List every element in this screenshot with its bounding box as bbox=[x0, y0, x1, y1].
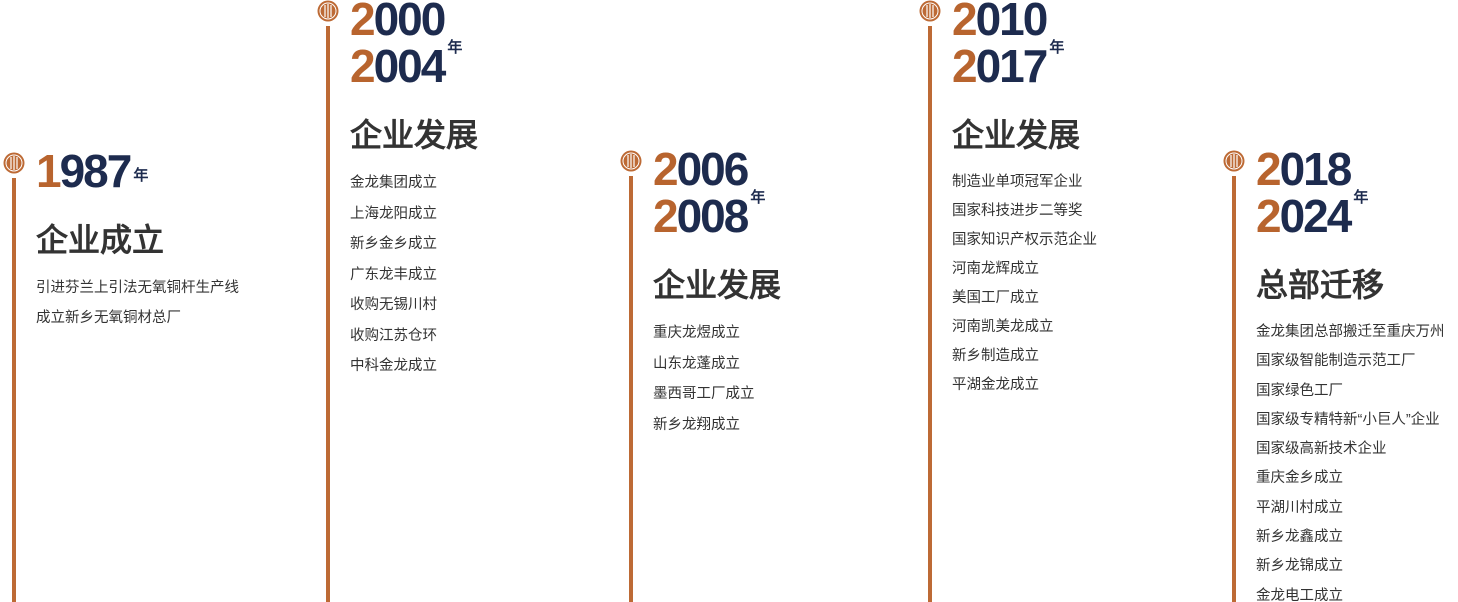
year-row: 2018 2024 年 bbox=[1256, 146, 1445, 240]
item: 金龙电工成立 bbox=[1256, 587, 1343, 602]
years: 1987 bbox=[36, 145, 132, 197]
timeline-icon bbox=[1223, 150, 1245, 172]
timeline-content: 2000 2004 年企业发展金龙集团成立 上海龙阳成立 新乡金乡成立 广东龙丰成立 收购无… bbox=[350, 0, 478, 382]
item: 制造业单项冠军企业 bbox=[952, 174, 1083, 190]
year-row: 2000 2004 年 bbox=[350, 0, 478, 90]
timeline-content: 2006 2008 年企业发展重庆龙煜成立 山东龙蓬成立 墨西哥工厂成立 新乡龙翔成立 bbox=[653, 146, 781, 440]
timeline-icon bbox=[3, 152, 25, 174]
year: 2004 bbox=[350, 40, 446, 92]
years: 2006 2008 bbox=[653, 143, 749, 242]
item: 美国工厂成立 bbox=[952, 290, 1039, 306]
timeline-content: 2010 2017 年企业发展制造业单项冠军企业 国家科技进步二等奖 国家知识产权示范企… bbox=[952, 0, 1097, 400]
year: 2024 bbox=[1256, 190, 1352, 242]
heading: 企业发展 bbox=[653, 267, 782, 303]
item: 引进芬兰上引法无氧铜杆生产线 bbox=[36, 280, 239, 296]
year-row: 2010 2017 年 bbox=[952, 0, 1097, 90]
timeline-line bbox=[326, 26, 330, 602]
timeline-line bbox=[629, 176, 633, 602]
timeline-content: 2018 2024 年总部迁移金龙集团总部搬迁至重庆万州 国家级智能制造示范工厂 国家绿… bbox=[1256, 146, 1445, 602]
item: 墨西哥工厂成立 bbox=[653, 386, 755, 402]
timeline-icon bbox=[317, 0, 339, 22]
item: 国家科技进步二等奖 bbox=[952, 203, 1083, 219]
item: 新乡制造成立 bbox=[952, 348, 1039, 364]
timeline-line bbox=[1232, 176, 1236, 602]
item: 河南凯美龙成立 bbox=[952, 319, 1054, 335]
item: 金龙集团成立 bbox=[350, 175, 437, 191]
item: 平湖川村成立 bbox=[1256, 499, 1343, 516]
item: 平湖金龙成立 bbox=[952, 377, 1039, 393]
year-unit: 年 bbox=[1049, 38, 1065, 56]
year-unit: 年 bbox=[133, 167, 149, 184]
years: 2010 2017 bbox=[952, 0, 1048, 92]
item: 国家绿色工厂 bbox=[1256, 382, 1343, 399]
item: 中科金龙成立 bbox=[350, 358, 437, 374]
years: 2018 2024 bbox=[1256, 143, 1352, 242]
timeline-line bbox=[928, 26, 932, 602]
year-row: 1987 年 bbox=[36, 148, 239, 195]
item: 国家知识产权示范企业 bbox=[952, 232, 1097, 248]
timeline-content: 1987 年企业成立引进芬兰上引法无氧铜杆生产线 成立新乡无氧铜材总厂 bbox=[36, 148, 239, 333]
item: 上海龙阳成立 bbox=[350, 205, 437, 222]
item: 河南龙辉成立 bbox=[952, 261, 1039, 277]
item: 广东龙丰成立 bbox=[350, 266, 437, 283]
item: 国家级高新技术企业 bbox=[1256, 441, 1387, 458]
year-unit: 年 bbox=[750, 188, 766, 206]
item: 重庆龙煜成立 bbox=[653, 325, 740, 341]
year: 2017 bbox=[952, 40, 1048, 92]
heading: 总部迁移 bbox=[1256, 267, 1385, 303]
item: 国家级专精特新“小巨人”企业 bbox=[1256, 411, 1440, 428]
item: 重庆金乡成立 bbox=[1256, 470, 1343, 487]
heading: 企业发展 bbox=[350, 117, 479, 153]
item: 成立新乡无氧铜材总厂 bbox=[36, 310, 181, 326]
heading: 企业成立 bbox=[36, 222, 165, 258]
item: 国家级智能制造示范工厂 bbox=[1256, 353, 1416, 370]
year: 2008 bbox=[653, 190, 749, 242]
item: 新乡金乡成立 bbox=[350, 236, 437, 252]
year: 1987 bbox=[36, 145, 132, 197]
heading: 企业发展 bbox=[952, 117, 1081, 153]
item: 山东龙蓬成立 bbox=[653, 355, 740, 372]
timeline-icon bbox=[620, 150, 642, 172]
year-unit: 年 bbox=[447, 38, 463, 56]
item: 收购无锡川村 bbox=[350, 297, 437, 313]
years: 2000 2004 bbox=[350, 0, 446, 92]
year: 2000 bbox=[350, 0, 446, 45]
timeline-icon bbox=[919, 0, 941, 22]
year: 2010 bbox=[952, 0, 1048, 45]
year: 2018 bbox=[1256, 143, 1352, 195]
timeline-line bbox=[12, 178, 16, 602]
year-row: 2006 2008 年 bbox=[653, 146, 781, 240]
item: 收购江苏仓环 bbox=[350, 327, 437, 344]
year-unit: 年 bbox=[1353, 188, 1369, 206]
item: 新乡龙鑫成立 bbox=[1256, 529, 1343, 546]
year: 2006 bbox=[653, 143, 749, 195]
item: 金龙集团总部搬迁至重庆万州 bbox=[1256, 324, 1445, 340]
item: 新乡龙锦成立 bbox=[1256, 558, 1343, 575]
item: 新乡龙翔成立 bbox=[653, 416, 740, 433]
